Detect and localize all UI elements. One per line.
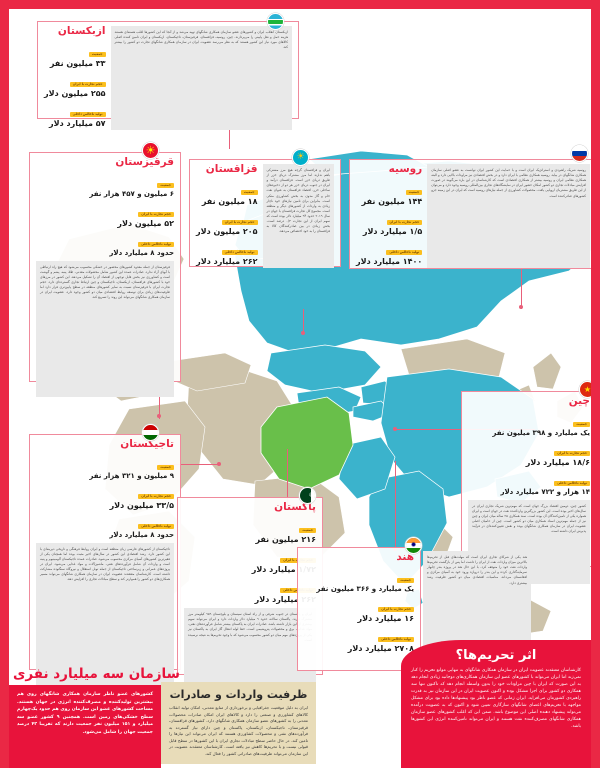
pakistan-flag: ☾ [299,487,316,504]
connector-pakistan-line [287,449,288,509]
stat-label-population: جمعیت [157,464,174,470]
russia-flag [571,145,588,162]
map-dot-kazakhstan [301,331,305,335]
stat-label-population: جمعیت [405,189,423,195]
panel-sanctions-title: اثر تحریم‌ها؟ [455,648,537,663]
stat-value-gdp: ۱۴۰۰ میلیارد دلار [356,256,423,266]
panel-trade-capacity-title: ظرفیت واردات و صادرات [169,688,308,701]
panel-trade-capacity-body: ایران به دلیل موقعیت جغرافیایی و برخوردا… [169,705,308,756]
country-card-india[interactable]: هند جمعیت یک میلیارد و ۳۶۶ میلیون نفر حج… [297,547,421,671]
stat-label-population: جمعیت [157,182,174,188]
stat-label-trade: حجم تجارت با ایران [138,211,174,217]
stat-label-population: جمعیت [240,189,258,195]
panel-trade-capacity: ظرفیت واردات و صادرات ایران به دلیل موقع… [161,682,316,764]
map-dot-tajikistan [217,462,221,466]
panel-sanctions-body: کارشناسان معتقدند عضویت ایران در سازمان … [411,668,581,730]
country-description-uzbekistan: ازبکستان انقلاب ایران و کشورهای عضو سازم… [110,26,292,131]
country-description-tajikistan: تاجیکستان از کشورهای فارسی زبان منطقه اس… [36,542,174,685]
stat-value-trade: ۵۲ میلیون دلار [117,218,174,228]
stat-value-trade: ۱۸/۶ میلیارد دلار [525,457,590,467]
country-card-china[interactable]: چین جمعیت یک میلیارد و ۳۹۸ میلیون نفر حج… [461,391,591,584]
country-description-box-india: هند یکی از شرکای تجاری ایران است که مهلت… [417,547,537,657]
connector-kazakhstan-line [303,309,304,333]
kazakhstan-flag: ☀ [292,149,309,166]
stat-value-population: ۱۸ میلیون نفر [201,196,258,206]
stat-label-trade: حجم تجارت با ایران [378,606,414,612]
map-dot-russia [519,305,523,309]
stat-label-trade: حجم تجارت با ایران [554,450,590,456]
country-card-russia[interactable]: روسیه جمعیت ۱۴۴ میلیون نفر حجم تجارت با … [349,159,591,269]
map-dot-kyrgyzstan [157,414,161,418]
uzbekistan-flag [267,13,284,30]
stat-label-trade: حجم تجارت با ایران [69,81,106,88]
kyrgyzstan-flag: ☀ [142,142,159,159]
stat-value-gdp: حدود ۸ میلیارد دلار [109,248,174,257]
country-name-pakistan: پاکستان [274,501,316,513]
stat-value-population: ۳۳ میلیون نفر [49,58,106,68]
country-card-tajikistan[interactable]: تاجیکستان جمعیت ۹ میلیون و ۳۲۱ هزار نفر … [29,434,181,685]
stat-value-gdp: ۱۴ هزار و ۷۲۲ میلیارد دلار [500,487,590,496]
connector-uzbekistan-down [229,119,230,149]
stat-label-gdp: تولید ناخالص داخلی [138,241,174,248]
country-description-russia: روسیه شریک راهبردی و استراتژیک ایران است… [427,164,590,269]
stat-label-population: جمعیت [88,51,106,57]
stat-value-population: ۱۴۴ میلیون نفر [361,196,423,206]
stat-value-population: یک میلیارد و ۳۶۶ میلیون نفر [316,584,414,593]
stat-label-population: جمعیت [299,527,316,533]
map-dot-china [393,427,397,431]
country-name-kazakhstan: قزاقستان [205,163,258,175]
panel-sanctions: اثر تحریم‌ها؟ کارشناسان معتقدند عضویت ای… [401,640,591,768]
panel-three-billion-title: سازمان سه میلیارد نفری [13,666,180,682]
china-flag: ★ [579,381,591,398]
stat-value-trade: ۳۳/۵ میلیون دلار [109,500,174,510]
country-card-uzbekistan[interactable]: ازبکستان جمعیت ۳۳ میلیون نفر حجم تجارت ب… [37,21,299,131]
stat-label-gdp: تولید ناخالص داخلی [138,523,174,530]
india-flag: ✹ [405,537,422,554]
stat-label-gdp: تولید ناخالص داخلی [386,249,423,256]
stat-label-trade: حجم تجارت با ایران [386,219,423,226]
stat-value-gdp: ۲۷۰۸ میلیارد دلار [347,643,414,653]
stat-label-gdp: تولید ناخالص داخلی [554,480,590,487]
stat-value-gdp: حدود ۸ میلیارد دلار [109,530,174,539]
connector-tajikistan-line [159,464,219,465]
tajikistan-flag [142,424,159,441]
country-name-india: هند [396,551,414,563]
panel-three-billion-body: کشورهای عضو ناظر سازمان همکاری شانگهای ر… [9,685,161,768]
stat-value-trade: ۲۰۵ میلیون دلار [196,226,258,236]
country-description-kazakhstan: ایران و قزاقستان گرچه هیچ مرز مشترکی باه… [262,164,334,269]
stat-label-gdp: تولید ناخالص داخلی [69,111,106,118]
connector-india-line [395,461,396,551]
country-name-russia: روسیه [388,163,423,175]
country-name-tajikistan: تاجیکستان [120,438,174,450]
country-name-kyrgyzstan: قرقیزستان [115,156,174,168]
panel-three-billion-title-wrap: سازمان سه میلیارد نفری [9,663,180,685]
stat-value-population: یک میلیارد و ۳۹۸ میلیون نفر [492,428,590,437]
stat-label-population: جمعیت [397,577,414,583]
country-name-china: چین [568,395,591,407]
stat-label-trade: حجم تجارت با ایران [138,493,174,499]
stat-value-trade: ۲۵۵ میلیون دلار [44,88,106,98]
stat-value-gdp: ۵۷ میلیارد دلار [49,118,106,128]
country-card-kazakhstan[interactable]: قزاقستان جمعیت ۱۸ میلیون نفر حجم تجارت ب… [189,159,341,269]
country-card-kyrgyzstan[interactable]: قرقیزستان جمعیت ۶ میلیون و ۴۵۷ هزار نفر … [29,152,181,397]
stat-value-population: ۲۱۶ میلیون نفر [255,534,316,544]
panel-three-billion: سازمان سه میلیارد نفری کشورهای عضو ناظر … [9,663,180,768]
stat-label-gdp: تولید ناخالص داخلی [378,636,414,643]
country-name-uzbekistan: ازبکستان [57,25,106,37]
stat-value-population: ۹ میلیون و ۳۲۱ هزار نفر [89,471,174,480]
stat-label-gdp: تولید ناخالص داخلی [221,249,258,256]
stat-value-population: ۶ میلیون و ۴۵۷ هزار نفر [89,189,174,198]
stat-label-trade: حجم تجارت با ایران [221,219,258,226]
stat-label-population: جمعیت [573,421,590,427]
stat-value-gdp: ۲۶۲ میلیارد دلار [196,256,258,266]
stat-value-trade: ۱۶ میلیارد دلار [357,613,414,623]
country-description-india: هند یکی از شرکای تجاری ایران است که مهلت… [423,551,531,652]
stat-value-trade: ۱/۵ میلیارد دلار [362,226,423,236]
country-description-kyrgyzstan: قرقیزستان از جمله معدود کشورهای محصور در… [36,260,174,397]
country-description-pakistan: ایران و پاکستان در جنوب شرقی و از راه اس… [184,608,316,695]
